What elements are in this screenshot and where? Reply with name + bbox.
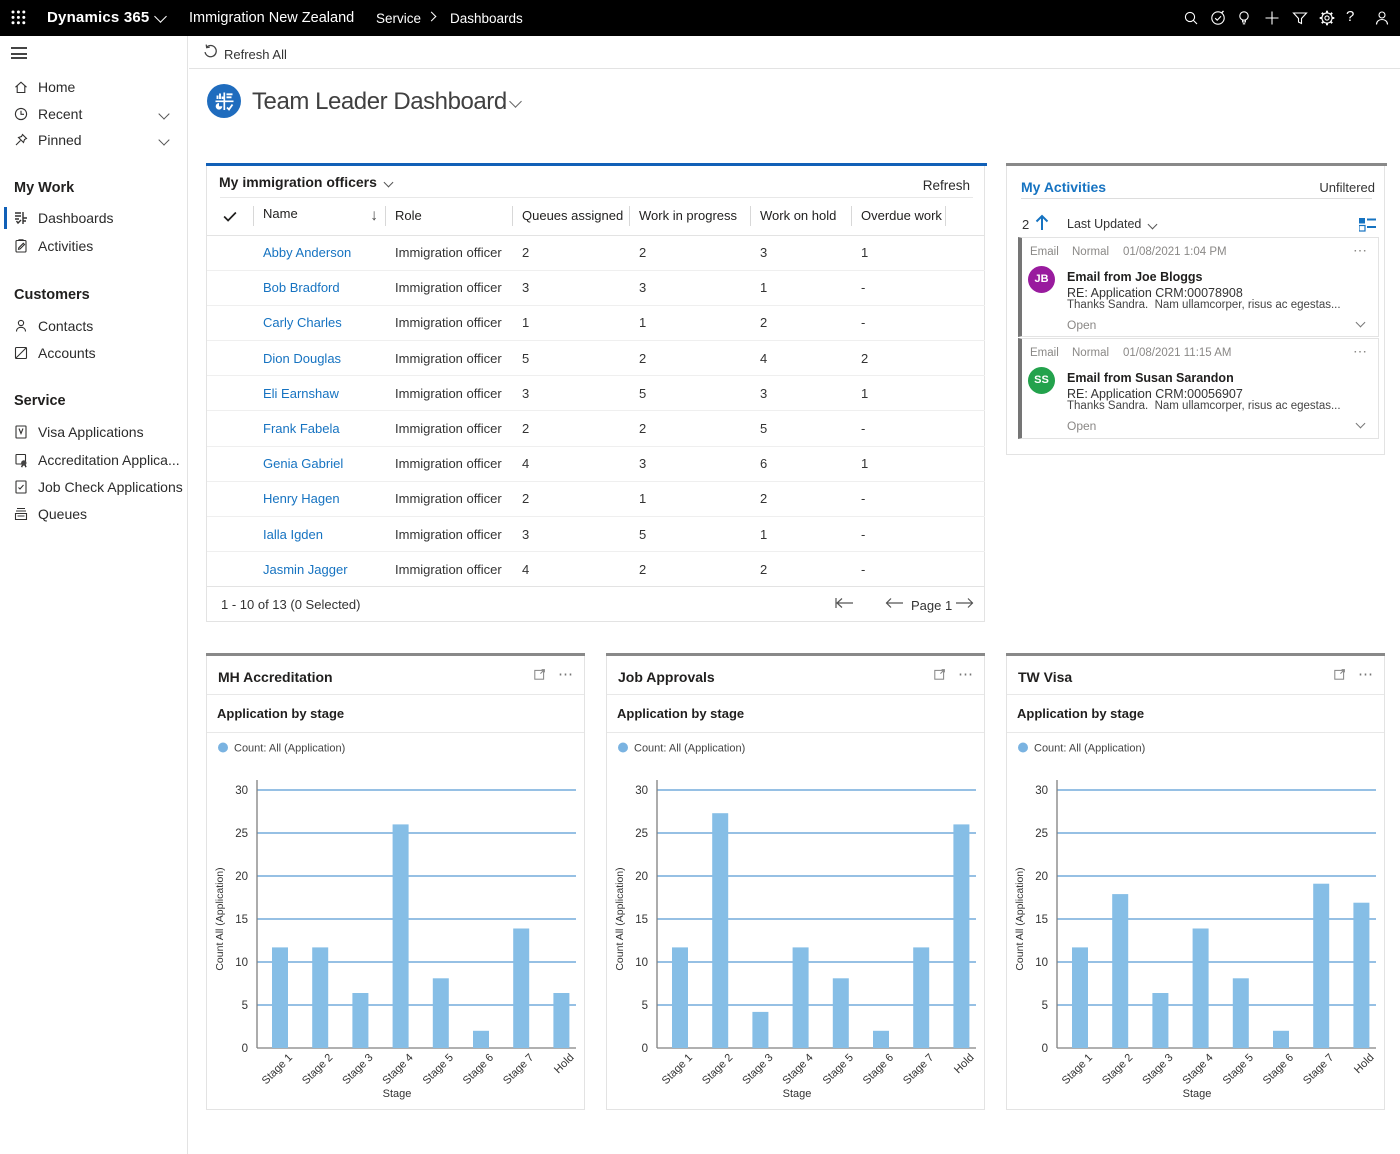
svg-text:Stage 5: Stage 5 <box>421 1052 456 1087</box>
svg-text:Count: All (Application): Count: All (Application) <box>234 743 345 755</box>
svg-text:5: 5 <box>242 1000 248 1012</box>
svg-text:Count All (Application): Count All (Application) <box>1014 867 1026 970</box>
svg-text:0: 0 <box>642 1043 648 1055</box>
svg-text:10: 10 <box>635 957 648 969</box>
svg-text:Stage 3: Stage 3 <box>1140 1052 1175 1087</box>
svg-text:Stage: Stage <box>783 1088 812 1100</box>
svg-text:Stage 7: Stage 7 <box>901 1052 936 1087</box>
svg-text:20: 20 <box>235 871 248 883</box>
svg-text:Count: All (Application): Count: All (Application) <box>1034 743 1145 755</box>
svg-text:20: 20 <box>1035 871 1048 883</box>
svg-text:Stage 5: Stage 5 <box>821 1052 856 1087</box>
svg-text:25: 25 <box>1035 828 1048 840</box>
svg-text:Stage 1: Stage 1 <box>1060 1052 1095 1087</box>
svg-text:Stage 6: Stage 6 <box>461 1052 496 1087</box>
svg-text:Count: All (Application): Count: All (Application) <box>634 743 745 755</box>
svg-text:Stage 3: Stage 3 <box>740 1052 775 1087</box>
svg-text:10: 10 <box>235 957 248 969</box>
svg-text:30: 30 <box>235 785 248 797</box>
svg-text:Stage 2: Stage 2 <box>1100 1052 1135 1087</box>
svg-text:30: 30 <box>635 785 648 797</box>
svg-text:Stage 7: Stage 7 <box>501 1052 536 1087</box>
svg-text:Stage 5: Stage 5 <box>1221 1052 1256 1087</box>
svg-text:15: 15 <box>635 914 648 926</box>
svg-text:Hold: Hold <box>552 1052 576 1076</box>
svg-text:Stage 4: Stage 4 <box>1180 1052 1215 1087</box>
svg-text:15: 15 <box>235 914 248 926</box>
svg-text:Stage 4: Stage 4 <box>380 1052 415 1087</box>
svg-text:25: 25 <box>235 828 248 840</box>
svg-text:Stage 1: Stage 1 <box>660 1052 695 1087</box>
svg-text:Stage 7: Stage 7 <box>1301 1052 1336 1087</box>
svg-text:Hold: Hold <box>1352 1052 1376 1076</box>
svg-text:Stage 2: Stage 2 <box>700 1052 735 1087</box>
svg-text:10: 10 <box>1035 957 1048 969</box>
svg-text:Count All (Application): Count All (Application) <box>214 867 226 970</box>
svg-text:0: 0 <box>1042 1043 1048 1055</box>
svg-text:15: 15 <box>1035 914 1048 926</box>
svg-text:Hold: Hold <box>952 1052 976 1076</box>
svg-text:Stage 2: Stage 2 <box>300 1052 335 1087</box>
svg-text:Stage: Stage <box>1183 1088 1212 1100</box>
svg-text:0: 0 <box>242 1043 248 1055</box>
svg-text:Stage 6: Stage 6 <box>861 1052 896 1087</box>
svg-text:20: 20 <box>635 871 648 883</box>
svg-text:Stage 6: Stage 6 <box>1261 1052 1296 1087</box>
svg-text:5: 5 <box>642 1000 648 1012</box>
svg-text:Stage 1: Stage 1 <box>260 1052 295 1087</box>
svg-text:Stage 3: Stage 3 <box>340 1052 375 1087</box>
svg-text:Count All (Application): Count All (Application) <box>614 867 626 970</box>
svg-text:5: 5 <box>1042 1000 1048 1012</box>
svg-text:Stage 4: Stage 4 <box>780 1052 815 1087</box>
svg-text:Stage: Stage <box>383 1088 412 1100</box>
svg-text:30: 30 <box>1035 785 1048 797</box>
svg-text:25: 25 <box>635 828 648 840</box>
